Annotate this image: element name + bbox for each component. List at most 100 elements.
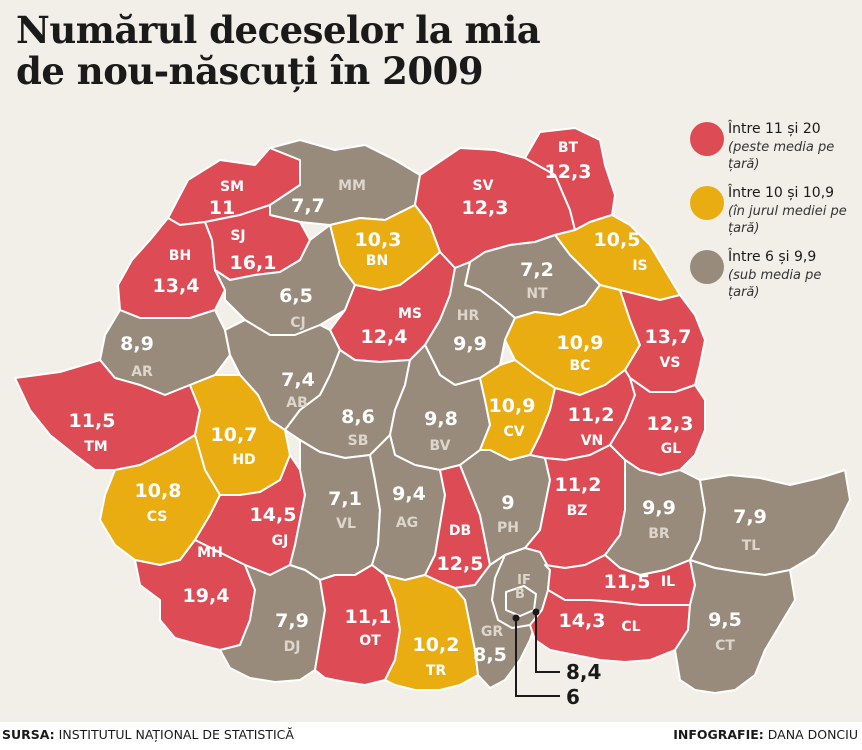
county-value-cv: 10,9 [489, 395, 536, 417]
county-code-is: IS [632, 258, 647, 274]
county-code-bt: BT [558, 140, 579, 156]
county-code-mh: MH [197, 545, 223, 561]
county-value-bh: 13,4 [153, 275, 200, 297]
county-value-vn: 11,2 [568, 404, 615, 426]
legend-note: (peste media pe țară) [728, 140, 835, 172]
county-code-ar: AR [131, 364, 153, 380]
county-code-sv: SV [473, 178, 494, 194]
title-line-1: Numărul deceselor la mia [16, 8, 541, 52]
source-credit: SURSA: INSTITUTUL NAȚIONAL DE STATISTICĂ [2, 727, 294, 742]
county-value-sj: 16,1 [230, 252, 277, 274]
county-bt [524, 127, 616, 231]
county-value-br: 9,9 [642, 497, 676, 519]
county-code-vl: VL [336, 516, 356, 532]
county-code-gj: GJ [272, 533, 289, 549]
county-code-cv: CV [503, 424, 524, 440]
county-value-bz: 11,2 [555, 474, 602, 496]
county-code-vn: VN [581, 433, 604, 449]
county-value-tr: 10,2 [413, 634, 460, 656]
county-value-gr: 8,5 [473, 644, 507, 666]
county-value-ot: 11,1 [345, 606, 392, 628]
county-value-vl: 7,1 [328, 488, 362, 510]
county-code-br: BR [648, 526, 670, 542]
county-value-sv: 12,3 [462, 197, 509, 219]
county-code-ag: AG [396, 515, 418, 531]
county-value-hd: 10,7 [211, 424, 258, 446]
county-value-is: 10,5 [594, 229, 641, 251]
county-value-vs: 13,7 [645, 326, 692, 348]
county-code-hr: HR [457, 308, 480, 324]
county-value-db: 12,5 [437, 553, 484, 575]
callout-line-b [515, 618, 560, 697]
legend-label: Între 6 și 9,9 [728, 249, 817, 265]
county-code-il: IL [661, 574, 675, 590]
callout-dot-if [532, 608, 540, 616]
county-code-vs: VS [660, 355, 681, 371]
county-code-bv: BV [430, 438, 451, 454]
county-code-cl: CL [621, 619, 640, 635]
infographic-credit: INFOGRAFIE: DANA DONCIU [673, 727, 858, 742]
legend-swatch-red [690, 122, 724, 156]
callout-value-if: 8,4 [566, 660, 601, 684]
county-code-bc: BC [570, 358, 591, 374]
county-tr [384, 574, 479, 691]
county-code-ms: MS [398, 306, 422, 322]
county-code-bn: BN [366, 253, 388, 269]
county-ct [674, 559, 796, 694]
county-code-gr: GR [481, 624, 503, 640]
county-value-ab: 7,4 [281, 369, 315, 391]
credit-text: DANA DONCIU [767, 727, 858, 742]
county-value-mh: 19,4 [183, 585, 230, 607]
county-code-b: B [515, 587, 525, 602]
title-line-2: de nou-născuți în 2009 [16, 49, 484, 93]
county-code-tl: TL [742, 538, 761, 554]
county-dj [219, 564, 326, 683]
county-value-dj: 7,9 [275, 610, 309, 632]
county-code-if: IF [517, 573, 531, 588]
county-value-il: 11,5 [604, 571, 651, 593]
county-value-tl: 7,9 [733, 506, 767, 528]
county-code-tr: TR [426, 663, 447, 679]
source-text: INSTITUTUL NAȚIONAL DE STATISTICĂ [58, 727, 294, 742]
legend-label: Între 10 și 10,9 [728, 185, 835, 201]
county-code-ct: CT [715, 638, 735, 654]
legend-note: (sub media pe țară) [728, 268, 822, 300]
page-title: Numărul deceselor la mia de nou-născuți … [16, 8, 541, 93]
credit-label: INFOGRAFIE: [673, 727, 764, 742]
county-value-sm: 11 [209, 197, 235, 219]
county-code-nt: NT [526, 286, 548, 302]
county-value-bv: 9,8 [424, 408, 458, 430]
county-value-bc: 10,9 [557, 332, 604, 354]
county-value-ms: 12,4 [361, 326, 408, 348]
county-cj [214, 224, 356, 336]
county-vl [289, 439, 381, 581]
county-code-ot: OT [359, 633, 381, 649]
county-code-bz: BZ [567, 503, 588, 519]
legend-label: Între 11 și 20 [728, 121, 821, 137]
county-code-ph: PH [497, 520, 519, 536]
county-value-gl: 12,3 [647, 413, 694, 435]
county-value-mm: 7,7 [291, 195, 325, 217]
source-label: SURSA: [2, 727, 55, 742]
county-code-bh: BH [169, 248, 191, 264]
county-code-dj: DJ [284, 639, 301, 655]
county-value-gj: 14,5 [250, 504, 297, 526]
legend-note: (în jurul mediei pe țară) [728, 204, 847, 236]
legend-swatch-gray [690, 250, 724, 284]
county-code-cj: CJ [290, 315, 305, 331]
county-code-tm: TM [84, 439, 107, 455]
county-value-ct: 9,5 [708, 609, 742, 631]
county-code-mm: MM [338, 178, 366, 194]
county-value-ph: 9 [501, 492, 514, 514]
county-value-ag: 9,4 [392, 483, 426, 505]
footer: SURSA: INSTITUTUL NAȚIONAL DE STATISTICĂ… [0, 722, 862, 750]
legend-swatch-yellow [690, 186, 724, 220]
county-code-sm: SM [220, 179, 244, 195]
county-tl [689, 469, 851, 576]
county-value-sb: 8,6 [341, 406, 375, 428]
county-code-db: DB [449, 523, 471, 539]
county-value-cj: 6,5 [279, 285, 313, 307]
county-value-tm: 11,5 [69, 410, 116, 432]
county-value-ar: 8,9 [120, 333, 154, 355]
